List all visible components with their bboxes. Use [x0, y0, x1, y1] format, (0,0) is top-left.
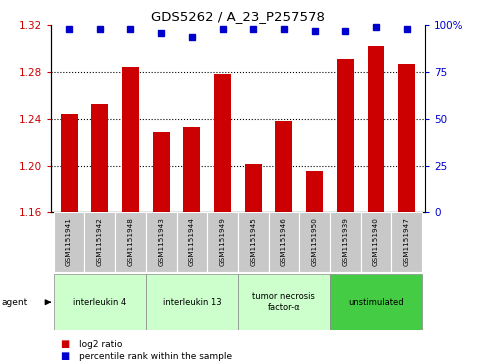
Text: ■: ■	[60, 351, 70, 362]
Bar	[361, 212, 391, 272]
Bar	[54, 274, 146, 330]
Bar	[54, 212, 85, 272]
Bar	[368, 46, 384, 212]
Bar	[207, 212, 238, 272]
Text: percentile rank within the sample: percentile rank within the sample	[79, 352, 232, 361]
Bar	[337, 59, 354, 212]
Bar	[153, 132, 170, 212]
Bar	[184, 127, 200, 212]
Bar	[214, 74, 231, 212]
Text: tumor necrosis
factor-α: tumor necrosis factor-α	[253, 293, 315, 312]
Bar	[299, 212, 330, 272]
Text: GSM1151947: GSM1151947	[404, 217, 410, 266]
Text: agent: agent	[2, 298, 28, 307]
Bar	[122, 68, 139, 212]
Bar	[330, 212, 361, 272]
Bar	[238, 212, 269, 272]
Bar	[115, 212, 146, 272]
Bar	[245, 164, 262, 212]
Bar	[269, 212, 299, 272]
Text: GSM1151943: GSM1151943	[158, 217, 164, 266]
Bar	[391, 212, 422, 272]
Bar	[275, 121, 292, 212]
Bar	[176, 212, 207, 272]
Bar	[398, 64, 415, 212]
Bar	[238, 274, 330, 330]
Title: GDS5262 / A_23_P257578: GDS5262 / A_23_P257578	[151, 10, 325, 23]
Bar	[85, 212, 115, 272]
Text: GSM1151940: GSM1151940	[373, 217, 379, 266]
Text: GSM1151944: GSM1151944	[189, 217, 195, 266]
Bar	[146, 212, 176, 272]
Bar	[330, 274, 422, 330]
Text: GSM1151948: GSM1151948	[128, 217, 133, 266]
Bar	[91, 104, 108, 212]
Text: GSM1151950: GSM1151950	[312, 217, 318, 266]
Text: interleukin 4: interleukin 4	[73, 298, 127, 307]
Text: interleukin 13: interleukin 13	[163, 298, 221, 307]
Text: unstimulated: unstimulated	[348, 298, 404, 307]
Bar	[61, 114, 78, 212]
Text: ■: ■	[60, 339, 70, 349]
Text: log2 ratio: log2 ratio	[79, 340, 122, 348]
Text: GSM1151942: GSM1151942	[97, 217, 103, 266]
Bar	[306, 171, 323, 212]
Text: GSM1151949: GSM1151949	[220, 217, 226, 266]
Text: GSM1151941: GSM1151941	[66, 217, 72, 266]
Text: GSM1151946: GSM1151946	[281, 217, 287, 266]
Text: GSM1151939: GSM1151939	[342, 217, 348, 266]
Text: GSM1151945: GSM1151945	[250, 217, 256, 266]
Bar	[146, 274, 238, 330]
